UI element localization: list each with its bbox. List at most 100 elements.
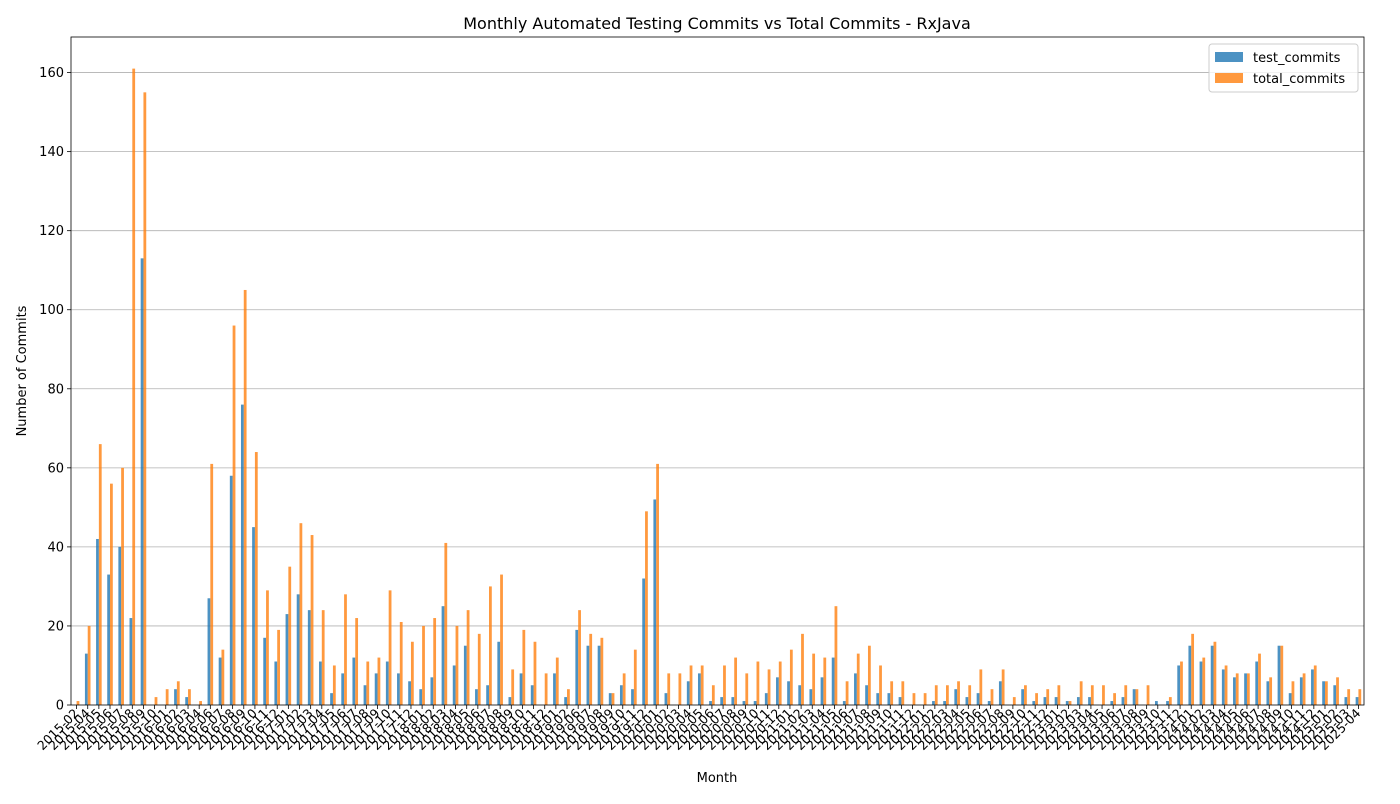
bar-total_commits (767, 669, 771, 705)
bar-test_commits (1244, 673, 1247, 705)
bar-total_commits (154, 697, 158, 705)
plot-frame (70, 36, 1365, 706)
bar-total_commits (734, 657, 738, 705)
bar-test_commits (1322, 681, 1325, 705)
bar-total_commits (756, 661, 760, 705)
bar-test_commits (1333, 685, 1337, 705)
bar-test_commits (1054, 697, 1058, 705)
bar-total_commits (366, 661, 370, 705)
bar-total_commits (1090, 685, 1094, 705)
bar-test_commits (731, 697, 735, 705)
bar-test_commits (1110, 701, 1114, 705)
bar-test_commits (1021, 689, 1025, 705)
bar-total_commits (1280, 645, 1284, 705)
bar-test_commits (285, 614, 289, 705)
bar-total_commits (1358, 689, 1362, 705)
bar-total_commits (332, 665, 336, 705)
bar-test_commits (174, 689, 177, 705)
bar-test_commits (385, 661, 389, 705)
bar-total_commits (778, 661, 782, 705)
bar-test_commits (653, 499, 657, 705)
bars (76, 68, 1362, 706)
bar-test_commits (218, 657, 222, 705)
bar-test_commits (363, 685, 367, 705)
bar-total_commits (567, 689, 570, 705)
bar-total_commits (1146, 685, 1150, 705)
bar-total_commits (1224, 665, 1228, 705)
bar-test_commits (229, 475, 233, 705)
bar-total_commits (143, 92, 147, 706)
bar-total_commits (266, 590, 269, 705)
bar-total_commits (277, 629, 280, 705)
legend: test_commits total_commits (1208, 43, 1359, 93)
bar-total_commits (132, 68, 136, 706)
bar-total_commits (422, 625, 425, 705)
bar-test_commits (107, 574, 111, 705)
bar-test_commits (876, 693, 880, 705)
bar-test_commits (1088, 697, 1091, 705)
bar-test_commits (642, 578, 646, 705)
legend-box (1208, 43, 1359, 93)
bar-total_commits (723, 665, 726, 705)
bar-test_commits (497, 641, 501, 705)
bar-test_commits (742, 701, 746, 705)
axes (70, 36, 1365, 706)
bar-test_commits (1121, 697, 1125, 705)
bar-test_commits (631, 689, 634, 705)
bar-total_commits (1291, 681, 1295, 705)
bar-test_commits (887, 693, 891, 705)
bar-test_commits (553, 673, 556, 705)
bar-test_commits (976, 693, 980, 705)
bar-total_commits (1347, 689, 1351, 705)
bar-test_commits (932, 701, 935, 705)
bar-total_commits (254, 452, 258, 705)
bar-test_commits (263, 637, 267, 705)
bar-total_commits (611, 693, 615, 705)
bar-test_commits (307, 610, 311, 705)
bar-test_commits (508, 697, 512, 705)
bar-test_commits (586, 645, 590, 705)
bar-test_commits (619, 685, 623, 705)
y-axis-label: Number of Commits (15, 305, 30, 436)
bar-test_commits (419, 689, 423, 705)
bar-test_commits (943, 701, 947, 705)
bar-total_commits (544, 673, 548, 705)
bar-test_commits (1311, 669, 1314, 705)
bar-test_commits (452, 665, 456, 705)
bar-total_commits (957, 681, 960, 705)
bar-total_commits (1124, 685, 1128, 705)
bar-total_commits (410, 641, 414, 705)
bar-total_commits (377, 657, 381, 705)
bar-test_commits (987, 701, 991, 705)
bar-total_commits (522, 629, 526, 705)
bar-test_commits (1132, 689, 1136, 705)
bar-total_commits (1246, 673, 1250, 705)
bar-test_commits (252, 527, 255, 705)
bar-total_commits (388, 590, 392, 705)
bar-test_commits (564, 697, 568, 705)
bar-test_commits (764, 693, 768, 705)
bar-total_commits (199, 701, 202, 705)
bar-test_commits (1288, 693, 1292, 705)
bar-total_commits (188, 689, 191, 705)
bar-total_commits (834, 606, 838, 705)
bar-total_commits (745, 673, 749, 705)
bar-total_commits (678, 673, 682, 705)
bar-total_commits (344, 594, 347, 705)
x-ticks: 2015-022015-042015-052015-062015-072015-… (34, 705, 1364, 753)
bar-total_commits (1302, 673, 1306, 705)
bar-total_commits (689, 665, 693, 705)
bar-total_commits (210, 463, 214, 705)
bar-test_commits (374, 673, 378, 705)
bar-total_commits (789, 649, 793, 705)
bar-total_commits (555, 657, 559, 705)
bar-total_commits (455, 625, 459, 705)
bar-total_commits (656, 463, 659, 705)
legend-label: total_commits (1253, 72, 1345, 87)
bar-test_commits (1233, 677, 1236, 705)
bar-test_commits (842, 701, 846, 705)
bar-total_commits (299, 523, 303, 705)
y-tick-label: 20 (47, 619, 64, 634)
y-tick-label: 100 (39, 303, 64, 318)
